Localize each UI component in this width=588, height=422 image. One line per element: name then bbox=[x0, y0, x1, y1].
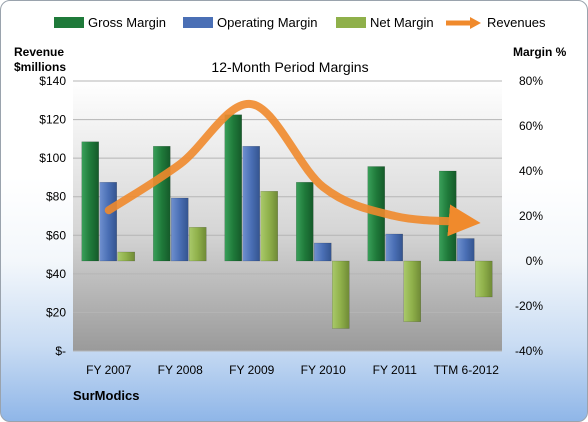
category-label: TTM 6-2012 bbox=[434, 363, 500, 377]
gridlines bbox=[73, 80, 502, 352]
bar-gross-margin bbox=[81, 141, 99, 262]
company-name: SurModics bbox=[73, 388, 139, 403]
right-tick-label: 40% bbox=[519, 164, 543, 178]
legend-item-revenues: Revenues bbox=[446, 15, 546, 30]
right-axis-ticks: -40% -20% 0% 20% 40% 60% 80% bbox=[515, 74, 543, 358]
legend-label: Operating Margin bbox=[217, 15, 317, 30]
left-axis-title-line2: $millions bbox=[14, 60, 66, 74]
right-tick-label: 20% bbox=[519, 209, 543, 223]
bar-operating-margin bbox=[171, 197, 189, 262]
legend: Gross Margin Operating Margin Net Margin… bbox=[54, 15, 546, 30]
legend-label: Net Margin bbox=[370, 15, 434, 30]
bar-net-margin bbox=[403, 260, 421, 322]
left-tick-label: $60 bbox=[46, 228, 66, 242]
legend-item-gross-margin: Gross Margin bbox=[54, 15, 166, 30]
right-tick-label: -20% bbox=[515, 299, 543, 313]
right-tick-label: -40% bbox=[515, 344, 543, 358]
bar-gross-margin bbox=[439, 170, 457, 262]
left-tick-label: $100 bbox=[39, 151, 66, 165]
left-axis-title-line1: Revenue bbox=[14, 45, 64, 59]
legend-item-operating-margin: Operating Margin bbox=[183, 15, 317, 30]
chart-title: 12-Month Period Margins bbox=[211, 59, 368, 75]
right-tick-label: 60% bbox=[519, 119, 543, 133]
revenue-line-group bbox=[104, 100, 481, 237]
legend-swatch bbox=[54, 17, 84, 28]
right-tick-label: 80% bbox=[519, 74, 543, 88]
legend-arrow-head bbox=[470, 17, 481, 29]
bar-net-margin bbox=[475, 260, 493, 298]
bar-net-margin bbox=[117, 251, 135, 262]
bar-net-margin bbox=[332, 260, 350, 329]
category-label: FY 2008 bbox=[158, 363, 203, 377]
bar-operating-margin bbox=[99, 182, 117, 262]
bar-gross-margin bbox=[153, 146, 171, 262]
legend-label: Revenues bbox=[487, 15, 546, 30]
category-label: FY 2010 bbox=[301, 363, 346, 377]
bar-gross-margin bbox=[296, 182, 314, 262]
left-tick-label: $80 bbox=[46, 190, 66, 204]
left-tick-label: $140 bbox=[39, 74, 66, 88]
bar-operating-margin bbox=[457, 238, 475, 262]
legend-swatch bbox=[336, 17, 366, 28]
bar-net-margin bbox=[189, 227, 207, 262]
bar-net-margin bbox=[260, 191, 278, 262]
legend-label: Gross Margin bbox=[88, 15, 166, 30]
revenue-line bbox=[104, 100, 481, 237]
bar-operating-margin bbox=[385, 233, 403, 262]
category-label: FY 2009 bbox=[229, 363, 274, 377]
left-tick-label: $- bbox=[55, 344, 66, 358]
category-label: FY 2007 bbox=[86, 363, 131, 377]
category-labels: FY 2007 FY 2008 FY 2009 FY 2010 FY 2011 TTM 6… bbox=[86, 363, 499, 377]
legend-swatch bbox=[183, 17, 213, 28]
left-tick-label: $40 bbox=[46, 267, 66, 281]
bar-operating-margin bbox=[242, 146, 260, 262]
left-axis-ticks: $- $20 $40 $60 $80 $100 $120 $140 bbox=[39, 74, 66, 358]
bar-gross-margin bbox=[224, 114, 242, 262]
legend-item-net-margin: Net Margin bbox=[336, 15, 434, 30]
left-tick-label: $120 bbox=[39, 113, 66, 127]
right-tick-label: 0% bbox=[526, 254, 544, 268]
bars bbox=[81, 114, 493, 329]
left-tick-label: $20 bbox=[46, 305, 66, 319]
category-label: FY 2011 bbox=[373, 363, 418, 377]
bar-operating-margin bbox=[314, 242, 332, 262]
plot-area bbox=[73, 81, 502, 351]
right-axis-title: Margin % bbox=[513, 45, 567, 59]
